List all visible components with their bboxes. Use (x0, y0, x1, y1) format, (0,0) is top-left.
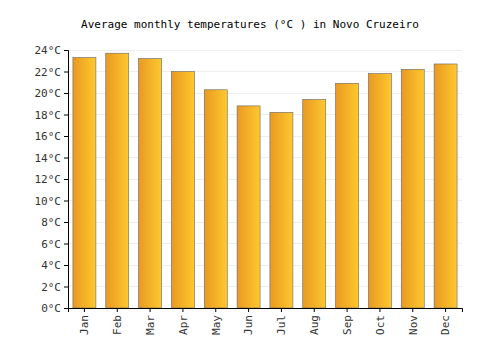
x-tick: Apr (177, 308, 190, 335)
x-tick: Jan (78, 308, 91, 335)
x-tick-label: Sep (341, 315, 354, 335)
x-tick-mark (412, 308, 413, 312)
x-tick: Aug (308, 308, 321, 335)
x-tick: Mar (144, 308, 157, 335)
bars (73, 53, 457, 308)
y-tick-label: 16°C (35, 130, 62, 143)
plot: 0°C 2°C 4°C 6°C 8°C 10°C 12°C 14°C 16°C 18°C 20°C 2… (35, 44, 463, 335)
grid (68, 50, 462, 308)
y-axis: 0°C 2°C 4°C 6°C 8°C 10°C 12°C 14°C 16°C 18°C 20°C 2… (35, 44, 69, 315)
grid-line (68, 50, 462, 51)
y-tick-mark (64, 265, 68, 266)
x-tick: Dec (439, 308, 452, 335)
y-tick: 4°C (41, 259, 68, 272)
y-tick: 0°C (41, 302, 68, 315)
x-tick-mark (182, 308, 183, 312)
x-tick: Feb (111, 308, 124, 335)
bar (237, 106, 260, 308)
y-tick-mark (64, 308, 68, 309)
y-tick: 14°C (35, 152, 69, 165)
x-tick-mark (248, 308, 249, 312)
y-tick-label: 6°C (41, 238, 61, 251)
y-tick: 6°C (41, 238, 68, 251)
y-tick-label: 20°C (35, 87, 62, 100)
x-tick: Oct (374, 308, 387, 335)
y-tick: 18°C (35, 109, 69, 122)
y-tick: 8°C (41, 216, 68, 229)
bar (434, 64, 457, 308)
y-tick-label: 10°C (35, 195, 62, 208)
x-tick-mark (150, 308, 151, 312)
x-tick: May (210, 308, 223, 335)
y-tick-mark (64, 244, 68, 245)
x-tick-label: May (210, 315, 223, 335)
y-tick-mark (64, 201, 68, 202)
x-tick-mark (84, 308, 85, 312)
x-tick-label: Nov (407, 315, 420, 335)
y-tick-mark (64, 93, 68, 94)
bar (73, 58, 96, 308)
y-tick-mark (64, 72, 68, 73)
x-tick-mark (379, 308, 380, 312)
x-tick-mark (347, 308, 348, 312)
y-tick: 22°C (35, 66, 69, 79)
y-tick-label: 12°C (35, 173, 62, 186)
y-tick-mark (64, 136, 68, 137)
bar (171, 72, 194, 309)
y-tick: 24°C (35, 44, 69, 57)
bar (139, 59, 162, 308)
y-tick-mark (64, 179, 68, 180)
y-tick-mark (64, 50, 68, 51)
chart: 0°C 2°C 4°C 6°C 8°C 10°C 12°C 14°C 16°C 18°C 20°C 2… (0, 0, 500, 350)
y-tick: 16°C (35, 130, 69, 143)
x-tick-mark (445, 308, 446, 312)
bar (303, 99, 326, 308)
x-tick-label: Jan (78, 315, 91, 335)
y-tick: 2°C (41, 281, 68, 294)
y-tick-label: 4°C (41, 259, 61, 272)
y-axis-line (64, 51, 69, 309)
y-tick-mark (64, 158, 68, 159)
y-tick-label: 18°C (35, 109, 62, 122)
bar (368, 74, 391, 308)
x-tick: Jun (242, 308, 255, 335)
x-tick-label: Aug (308, 315, 321, 335)
bar (336, 83, 359, 308)
bar (204, 90, 227, 308)
x-tick-label: Jul (275, 315, 288, 335)
x-axis-line (69, 309, 463, 313)
x-tick-mark (215, 308, 216, 312)
y-tick: 20°C (35, 87, 69, 100)
y-tick: 12°C (35, 173, 69, 186)
x-tick-mark (281, 308, 282, 312)
x-tick: Jul (275, 308, 288, 335)
x-axis: Jan Feb Mar Apr May Jun Jul Aug Sep Oct Nov Dec (69, 308, 463, 335)
y-tick-mark (64, 222, 68, 223)
bar (401, 69, 424, 308)
y-tick-label: 0°C (41, 302, 61, 315)
x-tick: Sep (341, 308, 354, 335)
y-tick-label: 24°C (35, 44, 62, 57)
title: Average monthly temperatures (°C ) in No… (81, 18, 419, 31)
x-tick-label: Feb (111, 315, 124, 335)
x-tick-label: Apr (177, 315, 190, 335)
x-tick-label: Oct (374, 315, 387, 335)
y-tick: 10°C (35, 195, 69, 208)
x-tick-label: Mar (144, 315, 157, 335)
y-tick-label: 14°C (35, 152, 62, 165)
x-tick: Nov (407, 308, 420, 335)
x-tick-label: Dec (439, 315, 452, 335)
bar (106, 53, 129, 308)
y-tick-mark (64, 115, 68, 116)
y-tick-label: 22°C (35, 66, 62, 79)
y-tick-mark (64, 287, 68, 288)
x-tick-mark (314, 308, 315, 312)
y-tick-label: 8°C (41, 216, 61, 229)
bar (270, 112, 293, 308)
y-tick-label: 2°C (41, 281, 61, 294)
x-tick-label: Jun (242, 315, 255, 335)
x-tick-mark (117, 308, 118, 312)
